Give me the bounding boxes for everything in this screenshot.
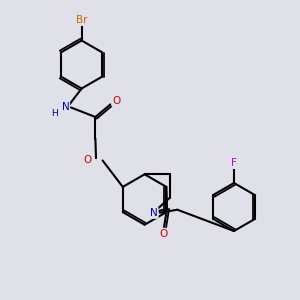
- Text: N: N: [150, 208, 158, 218]
- Text: O: O: [112, 96, 121, 106]
- Text: O: O: [159, 229, 167, 239]
- Text: F: F: [231, 158, 237, 168]
- Text: O: O: [83, 154, 92, 165]
- Text: H: H: [51, 110, 58, 118]
- Text: N: N: [61, 101, 69, 112]
- Text: Br: Br: [76, 15, 87, 25]
